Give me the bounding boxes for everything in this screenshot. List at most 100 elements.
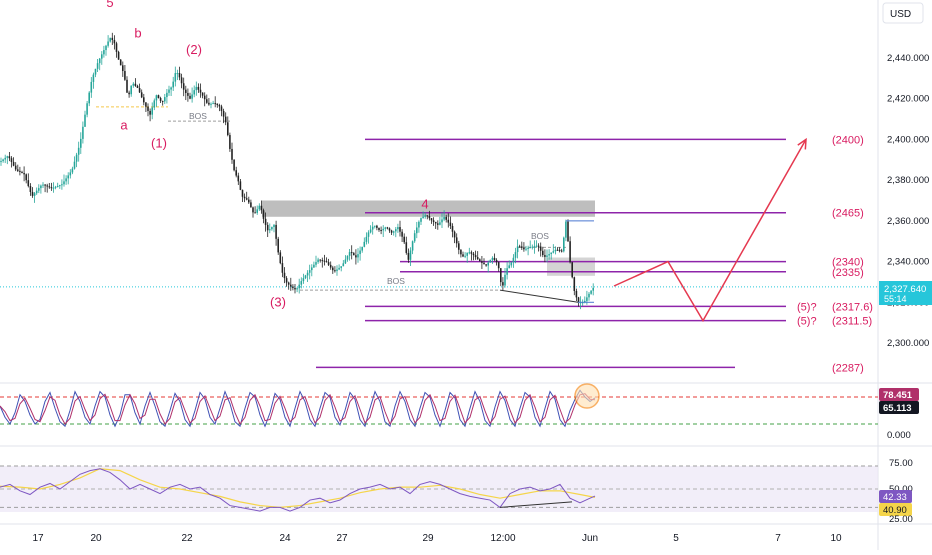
candle-body [495,260,498,263]
bar-countdown: 55:14 [884,294,907,304]
candle-body [101,54,103,59]
candle-body [48,186,51,188]
candle-body [527,247,529,249]
candle-body [584,300,586,303]
rsi-value: 42.33 [883,492,907,503]
candle-body [140,92,143,98]
stochastic-pane[interactable] [0,383,878,428]
wave-label: (3) [270,294,286,309]
candle-body [237,175,240,182]
candle-body [365,236,368,242]
candle-body [319,259,321,261]
rsi-value-badge [879,490,912,503]
level-price-label: (2340) [832,257,864,269]
candle-body [447,219,450,223]
candle-body [569,241,571,263]
candle-body [212,103,214,105]
candle-body [485,264,487,266]
rsi-pane[interactable] [0,465,878,512]
demand-zone[interactable] [547,257,595,276]
bos-label: BOS [387,276,405,286]
candle-body [172,81,174,88]
candle-body [10,158,13,162]
candle-body [502,282,504,286]
currency-button[interactable] [882,2,924,24]
candle-body [61,184,63,186]
candle-body [535,245,538,247]
candle-body [304,275,307,279]
time-tick-label: 22 [181,533,193,544]
candle-body [367,232,370,237]
candle-body [245,198,248,200]
candle-body [12,161,15,166]
candle-body [122,65,124,72]
candle-body [227,122,229,136]
candle-body [405,242,408,253]
candle-body [50,187,53,189]
main-price-pane[interactable]: (2400) (2465) (2340)(2335) (5)? (2317.6) (5)?… [0,0,878,374]
candle-body [210,103,212,105]
candle-body [271,227,273,230]
currency-label[interactable]: USD [890,9,911,20]
time-axis[interactable]: 17 20 22 24 27 29 12:00 Jun 5 7 10 [32,533,842,544]
stoch-k-badge [879,401,919,414]
candle-body [71,168,74,173]
candle-body [521,246,523,248]
candle-body [512,257,515,263]
candle-body [119,59,122,66]
candle-body [483,262,485,265]
candle-body [355,255,357,258]
candle-body [285,278,288,283]
candle-body [254,212,256,214]
projection-path[interactable] [613,139,807,323]
candle-body [73,161,76,169]
candle-body [395,229,397,232]
candle-body [466,252,468,256]
candle-body [575,290,578,298]
candle-body [90,81,93,93]
candle-body [206,99,208,103]
candle-body [344,259,347,264]
candle-body [130,85,132,95]
candle-body [348,252,351,256]
current-price-value: 2,327.640 [884,284,926,295]
candle-body [279,252,282,264]
candle-body [243,196,246,199]
candle-body [533,246,536,248]
candle-body [458,243,460,250]
candle-body [308,270,311,273]
time-tick-label: Jun [582,533,598,544]
candle-body [558,249,561,251]
rsi-band [0,466,878,512]
candle-body [376,225,378,228]
wave-label: (1) [151,136,167,151]
candle-body [491,257,494,260]
candle-body [25,174,27,181]
candle-body [523,247,525,250]
candle-body [369,229,372,233]
candle-body [182,83,185,90]
candle-body [525,248,527,250]
candle-body [0,161,2,163]
candle-body [388,228,391,231]
candle-body [103,50,105,55]
candle-body [149,110,151,115]
candle-body [111,37,114,40]
candle-body [52,187,55,189]
candle-body [510,262,513,266]
candle-body [329,264,332,268]
candle-body [166,92,168,98]
candle-body [346,255,349,260]
candle-body [451,226,454,232]
candle-body [399,227,401,232]
candle-body [2,159,4,162]
candle-body [327,262,330,265]
candle-body [290,284,292,287]
candle-body [361,246,363,251]
candle-body [113,39,116,44]
candle-body [109,37,111,42]
candle-body [590,290,592,294]
candle-body [432,220,435,222]
time-tick-label: 17 [32,533,44,544]
